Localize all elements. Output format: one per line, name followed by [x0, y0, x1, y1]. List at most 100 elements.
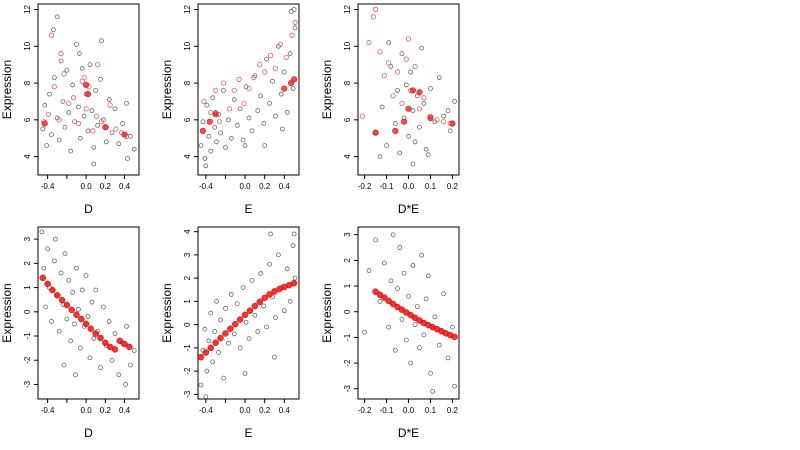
- fitted-red-point: [198, 353, 205, 361]
- x-tick-label: -0.2: [358, 406, 372, 415]
- black-point: [417, 124, 422, 130]
- y-tick-label: 8: [343, 80, 352, 85]
- black-point: [421, 332, 427, 338]
- black-point: [87, 355, 93, 361]
- black-point: [258, 271, 264, 276]
- fitted-red-point: [121, 340, 128, 348]
- black-point: [242, 143, 248, 148]
- red-point: [386, 60, 392, 66]
- black-point: [388, 64, 394, 69]
- black-point: [278, 91, 284, 97]
- y-tick-label: -3: [183, 390, 192, 398]
- black-point: [41, 265, 47, 271]
- black-point: [64, 67, 70, 73]
- black-point: [226, 117, 231, 123]
- black-point: [414, 304, 420, 309]
- black-point: [214, 139, 219, 145]
- y-tick-label: 0: [23, 309, 32, 314]
- black-point: [212, 124, 218, 130]
- y-tick-label: 6: [183, 117, 192, 122]
- black-point: [218, 130, 223, 136]
- panel-expression-vs-de-bottom: -0.2 -0.1 0.0 0.1 0.2 -3 -2 -1 0 1 2 3 D*E Expression: [320, 226, 460, 440]
- red-point: [66, 100, 72, 106]
- black-point: [127, 362, 133, 368]
- black-point: [76, 104, 81, 110]
- fitted-red-point: [241, 311, 249, 319]
- black-point: [423, 146, 429, 152]
- black-point: [49, 132, 54, 137]
- y-tick-label: 10: [23, 41, 32, 50]
- black-point: [234, 123, 240, 128]
- y-tick-label: 12: [343, 5, 352, 14]
- y-tick-label: 2: [23, 261, 32, 266]
- plot-frame: [197, 226, 300, 400]
- black-point: [243, 319, 249, 325]
- points-layer: [39, 229, 137, 387]
- black-point: [68, 338, 74, 344]
- black-point: [109, 130, 115, 136]
- y-tick-label: 8: [23, 80, 32, 85]
- black-point: [421, 100, 427, 106]
- black-point: [425, 273, 431, 279]
- black-point: [49, 319, 54, 324]
- fitted-red-point: [246, 307, 254, 314]
- black-point: [61, 362, 67, 368]
- fitted-red-point: [227, 325, 234, 333]
- fitted-red-point: [256, 298, 264, 306]
- black-point: [419, 252, 425, 258]
- black-point: [124, 100, 129, 106]
- black-point: [60, 99, 66, 104]
- black-point: [51, 27, 56, 33]
- red-point: [251, 74, 257, 81]
- black-point: [203, 394, 209, 399]
- x-tick-label: 0.4: [119, 406, 131, 415]
- black-point: [287, 299, 293, 304]
- fitted-red-point: [266, 291, 273, 298]
- black-point: [425, 152, 431, 158]
- fitted-red-point: [44, 280, 51, 288]
- black-point: [237, 106, 243, 112]
- black-point: [228, 135, 234, 141]
- points-layer: [362, 232, 458, 394]
- red-point: [56, 117, 62, 123]
- red-dense-point: [401, 118, 408, 125]
- black-point: [290, 86, 296, 91]
- fitted-red-point: [39, 274, 47, 282]
- red-point: [262, 69, 268, 75]
- black-point: [377, 299, 383, 304]
- black-point: [399, 51, 405, 56]
- black-point: [410, 263, 416, 268]
- y-tick-label: 12: [183, 5, 192, 14]
- black-point: [99, 38, 104, 44]
- x-tick-label: 0.4: [279, 406, 291, 415]
- black-point: [101, 304, 106, 310]
- black-point: [262, 143, 268, 148]
- black-point: [237, 345, 243, 351]
- red-dense-point: [199, 127, 207, 134]
- black-point: [276, 252, 281, 258]
- fitted-red-point: [102, 339, 109, 347]
- black-point: [74, 42, 79, 47]
- fitted-red-point: [126, 343, 133, 351]
- red-point: [107, 102, 113, 108]
- y-tick-label: 12: [23, 5, 32, 14]
- black-point: [212, 329, 218, 334]
- black-point: [62, 124, 68, 130]
- y-axis-title: Expression: [0, 60, 14, 119]
- black-point: [81, 113, 87, 119]
- black-point: [83, 273, 89, 278]
- x-tick-label: 0.0: [403, 406, 415, 415]
- x-axis-title: D*E: [398, 202, 419, 216]
- y-tick-label: 4: [23, 154, 32, 159]
- black-point: [240, 285, 246, 290]
- black-point: [58, 58, 64, 64]
- fitted-red-point: [381, 294, 388, 301]
- fitted-red-point: [290, 279, 298, 287]
- black-point: [112, 331, 118, 336]
- red-point: [70, 95, 77, 101]
- red-point: [220, 80, 227, 86]
- panel-expression-vs-d-top: -0.4 0.0 0.2 0.4 4 6 8 10 12 D Expression: [0, 3, 140, 216]
- y-axis-title: Expression: [320, 283, 334, 342]
- y-axis-title: Expression: [320, 60, 334, 119]
- fitted-red-point: [451, 333, 458, 341]
